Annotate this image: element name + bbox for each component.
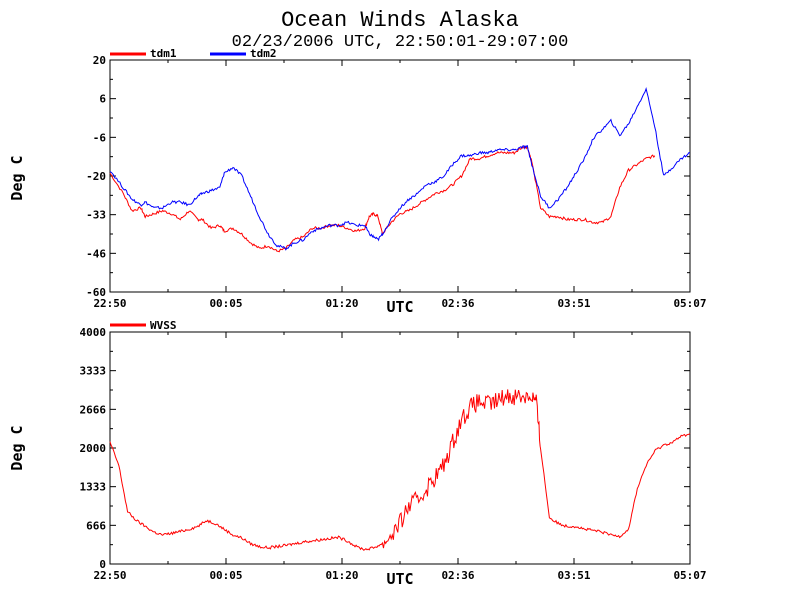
legend-label-tdm2: tdm2	[250, 47, 277, 60]
series-line-tdm1	[109, 145, 656, 253]
top-series-group	[109, 87, 691, 253]
legend-label-wvss: WVSS	[150, 319, 177, 332]
x-tick-label: 05:07	[673, 569, 706, 582]
x-tick-label: 00:05	[209, 569, 242, 582]
series-line-tdm2	[109, 87, 691, 251]
legend-label-tdm1: tdm1	[150, 47, 177, 60]
y-tick-label: 1333	[80, 481, 107, 494]
bottom-y-tick-labels: 4000 3333 2666 2000 1333 666 0	[80, 326, 107, 571]
x-tick-label: 02:36	[441, 569, 474, 582]
chart-subtitle: 02/23/2006 UTC, 22:50:01-29:07:00	[232, 33, 569, 52]
y-tick-label: 666	[86, 519, 106, 532]
x-tick-label: 03:51	[557, 569, 590, 582]
top-ticks	[109, 59, 691, 293]
x-tick-label: 03:51	[557, 297, 590, 310]
x-tick-label: 01:20	[325, 569, 358, 582]
y-tick-label: 3333	[80, 365, 107, 378]
bottom-x-tick-labels: 22:50 00:05 01:20 02:36 03:51 05:07	[93, 569, 706, 582]
top-y-axis-label: Deg C	[8, 155, 26, 200]
y-tick-label: 2000	[80, 442, 107, 455]
y-tick-label: -60	[86, 286, 106, 299]
x-tick-label: 00:05	[209, 297, 242, 310]
bottom-legend: WVSS	[110, 319, 177, 332]
bottom-y-axis-label: Deg C	[8, 425, 26, 470]
y-tick-label: 0	[99, 558, 106, 571]
top-panel: 20 6 -6 -20 -33 -46 -60 22:50 00:05 01:20 02:36 03…	[8, 47, 707, 316]
y-tick-label: -6	[93, 131, 107, 144]
top-y-tick-labels: 20 6 -6 -20 -33 -46 -60	[86, 54, 106, 299]
x-tick-label: 01:20	[325, 297, 358, 310]
x-tick-label: 02:36	[441, 297, 474, 310]
chart-title: Ocean Winds Alaska	[281, 8, 519, 33]
bottom-x-axis-label: UTC	[386, 570, 413, 588]
y-tick-label: 6	[99, 93, 106, 106]
y-tick-label: -46	[86, 247, 106, 260]
series-line-wvss	[109, 389, 691, 551]
top-x-tick-labels: 22:50 00:05 01:20 02:36 03:51 05:07	[93, 297, 706, 310]
x-tick-label: 22:50	[93, 569, 126, 582]
bottom-panel: 4000 3333 2666 2000 1333 666 0 22:50 00:05 01:20…	[8, 319, 707, 588]
bottom-series-group	[109, 389, 691, 551]
top-legend: tdm1 tdm2	[110, 47, 277, 60]
x-tick-label: 05:07	[673, 297, 706, 310]
y-tick-label: 4000	[80, 326, 107, 339]
bottom-plot-frame	[109, 331, 691, 565]
y-tick-label: -33	[86, 209, 106, 222]
y-tick-label: 20	[93, 54, 106, 67]
top-plot-frame	[109, 59, 691, 293]
bottom-ticks	[109, 331, 691, 565]
x-tick-label: 22:50	[93, 297, 126, 310]
top-x-axis-label: UTC	[386, 298, 413, 316]
y-tick-label: 2666	[80, 403, 107, 416]
y-tick-label: -20	[86, 170, 106, 183]
